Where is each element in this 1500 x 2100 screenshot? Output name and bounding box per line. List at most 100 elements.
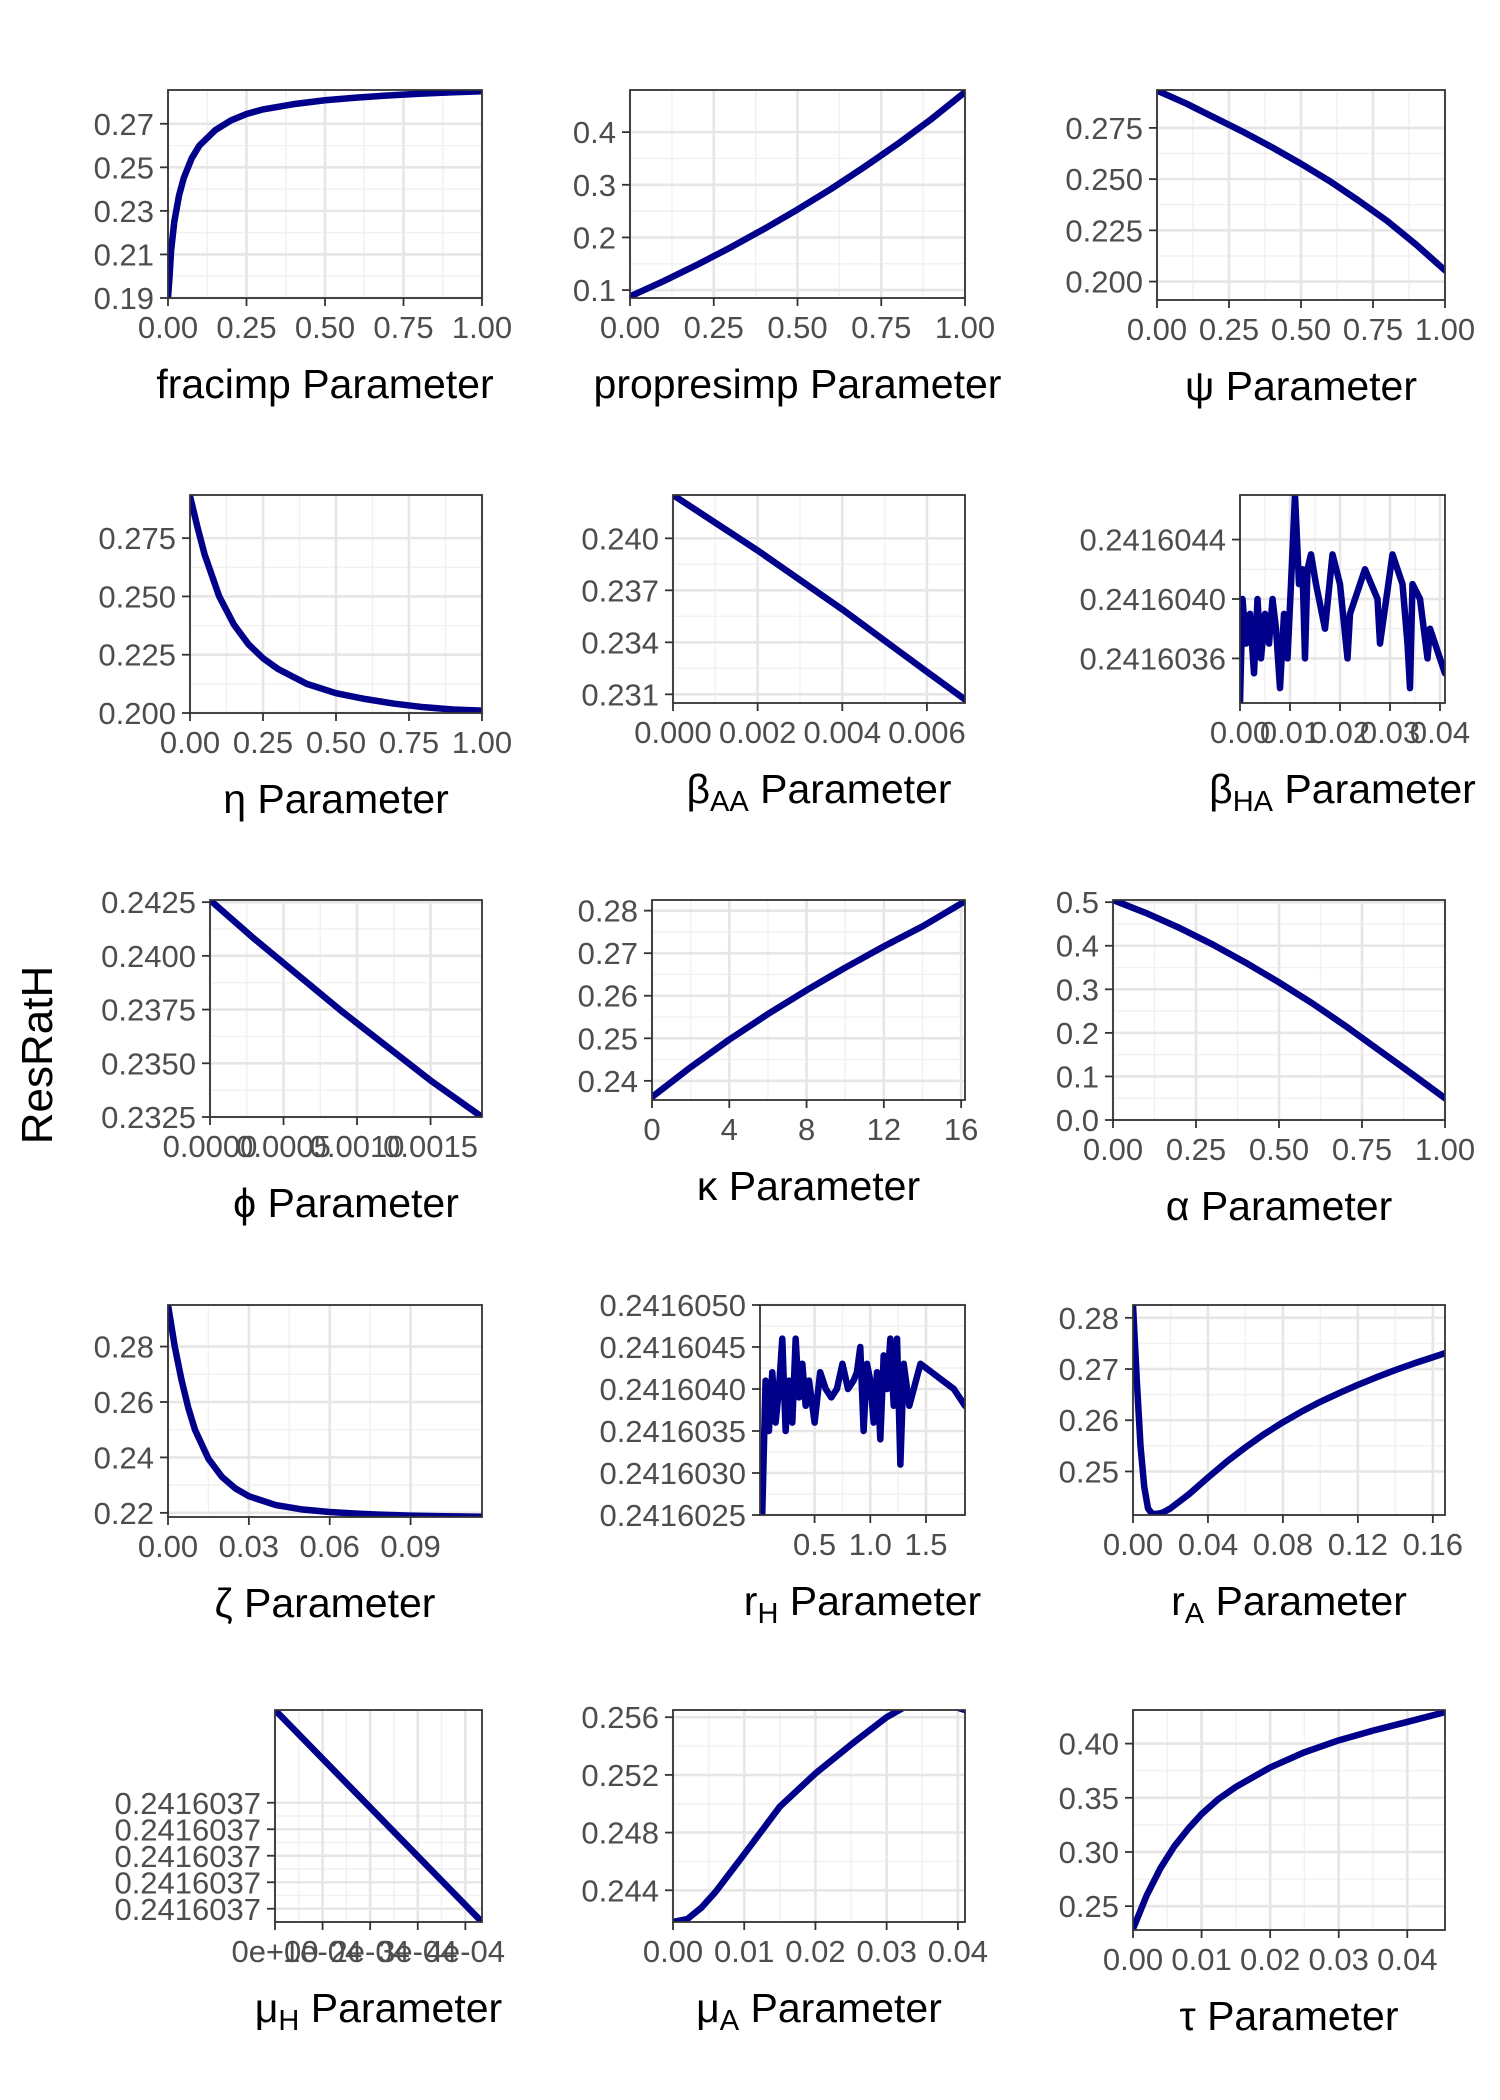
x-tick-label: 0.0015: [383, 1129, 478, 1164]
chart-panel-12: 0.00 0.04 0.08 0.12 0.16 0.25 0.26 0.27 0.28 rA P…: [1059, 1301, 1463, 1630]
series-line: [1157, 90, 1445, 274]
x-tick-label: 8: [798, 1112, 815, 1147]
x-tick-label: 0.002: [719, 715, 797, 750]
panels: 0.00 0.25 0.50 0.75 1.000.190.210.230.250.27…: [94, 89, 1476, 2039]
x-tick-label: 1.5: [904, 1527, 947, 1562]
x-tick-label: 0.50: [306, 725, 366, 760]
y-tick-label: 0.27: [94, 107, 154, 142]
chart-panel-4: 0.00 0.25 0.50 0.75 1.00 0.200 0.225 0.250 0.275…: [98, 494, 512, 822]
series-line: [190, 495, 482, 713]
chart-panel-5: 0.000 0.002 0.004 0.006 0.231 0.234 0.237 0.240…: [581, 494, 966, 818]
chart-panel-8: 0 4 8 12 16 0.24 0.25 0.26 0.27 0.28 κ Parameter: [578, 894, 979, 1209]
y-tick-label: 0.22: [94, 1496, 154, 1531]
x-tick-label: 0.02: [785, 1934, 845, 1969]
x-tick-label: 2e-04: [331, 1934, 410, 1969]
x-tick-label: 0.0010: [310, 1129, 405, 1164]
y-tick-label: 0.2: [1056, 1016, 1099, 1051]
x-tick-label: 4e-04: [426, 1934, 505, 1969]
y-tick-label: 0.200: [98, 696, 176, 731]
y-tick-label: 0.28: [578, 894, 638, 929]
y-tick-label: 0.25: [578, 1021, 638, 1056]
x-axis-title: rH Parameter: [744, 1578, 981, 1630]
y-tick-label: 0.231: [581, 677, 659, 712]
panel-border: [1132, 1304, 1446, 1516]
y-tick-label: 0.2350: [101, 1046, 196, 1081]
x-tick-label: 0.00: [1210, 715, 1270, 750]
x-tick-label: 0.03: [856, 1934, 916, 1969]
y-tick-label: 0.225: [1065, 213, 1143, 248]
y-tick-label: 0.2416040: [599, 1372, 746, 1407]
x-axis-title: βAA Parameter: [686, 766, 951, 818]
y-tick-label: 0.2375: [101, 993, 196, 1028]
x-tick-label: 1.0: [849, 1527, 892, 1562]
y-tick-label: 0.250: [1065, 162, 1143, 197]
y-tick-label: 0.2416050: [599, 1288, 746, 1323]
x-tick-label: 0: [643, 1112, 660, 1147]
x-tick-label: 1e-04: [283, 1934, 362, 1969]
x-tick-label: 0.75: [1332, 1132, 1392, 1167]
y-tick-label: 0.19: [94, 281, 154, 316]
x-tick-label: 0.000: [634, 715, 712, 750]
y-tick-label: 0.250: [98, 579, 176, 614]
x-axis-title: μA Parameter: [696, 1985, 942, 2037]
x-tick-label: 0.00: [138, 1529, 198, 1564]
y-tick-label: 0.2416035: [599, 1414, 746, 1449]
y-tick-label: 0.1: [573, 273, 616, 308]
x-tick-label: 0.006: [888, 715, 966, 750]
y-tick-label: 0.2416036: [1079, 641, 1226, 676]
y-tick-label: 0.2400: [101, 939, 196, 974]
x-tick-label: 0.03: [1309, 1942, 1369, 1977]
y-tick-label: 0.0: [1056, 1103, 1099, 1138]
x-axis-title: fracimp Parameter: [156, 361, 493, 407]
x-axis-title: βHA Parameter: [1209, 766, 1476, 818]
panel-border: [672, 494, 966, 704]
y-tick-label: 0.2416045: [599, 1330, 746, 1365]
x-tick-label: 1.00: [1415, 312, 1475, 347]
x-tick-label: 0.75: [379, 725, 439, 760]
y-tick-label: 0.4: [1056, 929, 1099, 964]
x-tick-label: 0.00: [138, 310, 198, 345]
panel-border: [672, 1709, 966, 1923]
y-tick-label: 0.2416025: [599, 1498, 746, 1533]
panel-border: [274, 1709, 483, 1923]
chart-panel-1: 0.00 0.25 0.50 0.75 1.00 0.19 0.21 0.23 0.25 0.27…: [94, 89, 512, 407]
x-tick-label: 0.25: [1199, 312, 1259, 347]
series-line: [168, 1305, 482, 1517]
x-tick-label: 0.75: [1343, 312, 1403, 347]
x-tick-label: 0.00: [643, 1934, 703, 1969]
plot-area: [1133, 1710, 1445, 1930]
x-tick-label: 0.03: [219, 1529, 279, 1564]
series-line: [1133, 1305, 1445, 1515]
y-tick-label: 0.248: [581, 1816, 659, 1851]
x-axis-title: κ Parameter: [697, 1163, 920, 1209]
x-tick-label: 0.02: [1310, 715, 1370, 750]
y-tick-label: 0.2: [573, 220, 616, 255]
y-axis-title: ResRatH: [13, 966, 62, 1145]
y-tick-label: 0.240: [581, 521, 659, 556]
panel-border: [1132, 1709, 1446, 1931]
x-tick-label: 0.75: [851, 310, 911, 345]
x-tick-label: 0.04: [928, 1934, 988, 1969]
y-tick-label: 0.2416037: [114, 1892, 261, 1927]
chart-panel-14: 0.00 0.01 0.02 0.03 0.04 0.244 0.248 0.252 0.256…: [581, 1700, 988, 2037]
x-tick-label: 0.08: [1253, 1527, 1313, 1562]
x-tick-label: 0.06: [300, 1529, 360, 1564]
y-tick-label: 0.2416037: [114, 1839, 261, 1874]
chart-panel-3: 0.00 0.25 0.50 0.75 1.00 0.200 0.225 0.250 0.275…: [1065, 89, 1475, 409]
x-tick-label: 12: [867, 1112, 901, 1147]
x-axis-title: α Parameter: [1166, 1183, 1393, 1229]
x-tick-label: 0.50: [295, 310, 355, 345]
chart-panel-2: 0.00 0.25 0.50 0.75 1.00 0.1 0.2 0.3 0.4 propresi…: [573, 89, 1001, 407]
y-tick-label: 0.244: [581, 1873, 659, 1908]
plot-area: [168, 1305, 482, 1517]
y-tick-label: 0.234: [581, 625, 659, 660]
y-tick-label: 0.3: [573, 168, 616, 203]
chart-panel-10: 0.00 0.03 0.06 0.09 0.22 0.24 0.26 0.28 ζ Parame…: [94, 1304, 483, 1626]
series-line: [652, 900, 965, 1100]
x-tick-label: 0.01: [714, 1934, 774, 1969]
y-tick-label: 0.275: [1065, 111, 1143, 146]
y-tick-label: 0.30: [1059, 1835, 1119, 1870]
y-tick-label: 0.256: [581, 1700, 659, 1735]
